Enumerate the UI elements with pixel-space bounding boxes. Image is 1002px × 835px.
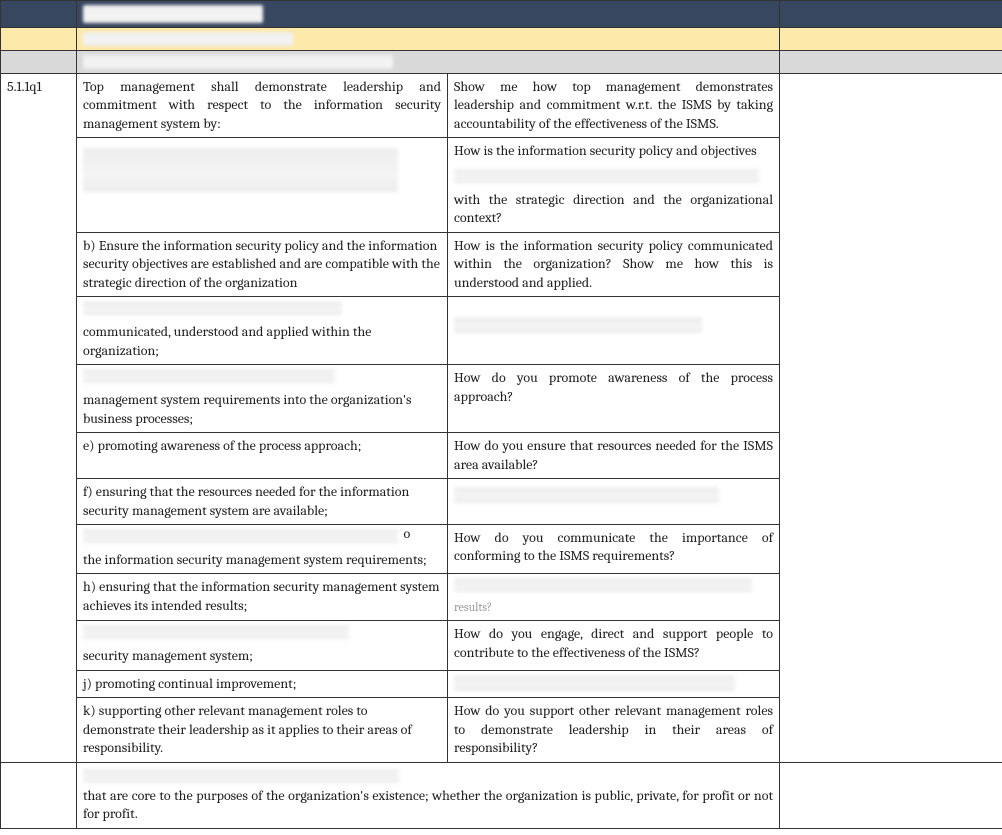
requirement-b: b) Ensure the information security polic…	[77, 233, 447, 296]
note-row: that are core to the purposes of the org…	[1, 762, 1002, 828]
requirement-c-tail: communicated, understood and applied wit…	[77, 319, 447, 364]
question-2-top: How is the information security policy a…	[448, 138, 779, 164]
redacted-line	[454, 487, 719, 503]
header-band-grey	[1, 51, 1002, 74]
row-1: 5.1.1q1 Top management shall demonstrate…	[1, 74, 1002, 138]
note-text: that are core to the purposes of the org…	[77, 783, 779, 828]
question-h-fragment: results?	[448, 596, 779, 620]
audit-table: 5.1.1q1 Top management shall demonstrate…	[0, 0, 1002, 829]
redacted-line	[83, 769, 399, 783]
requirement-f: f) ensuring that the resources needed fo…	[77, 479, 447, 524]
question-k: How do you support other relevant manage…	[448, 698, 779, 761]
redacted-line	[454, 317, 702, 333]
redacted-line	[454, 675, 735, 691]
question-i: How do you engage, direct and support pe…	[448, 621, 779, 666]
requirement-e: e) promoting awareness of the process ap…	[77, 433, 447, 459]
question-intro: Show me how top management demonstrates …	[448, 74, 779, 137]
requirement-i-tail: security management system;	[77, 643, 447, 669]
question-g: How do you communicate the importance of…	[448, 525, 779, 570]
requirement-j: j) promoting continual improvement;	[77, 671, 447, 697]
requirement-k: k) supporting other relevant management …	[77, 698, 447, 761]
page-root: 5.1.1q1 Top management shall demonstrate…	[0, 0, 1002, 835]
requirement-intro: Top management shall demonstrate leaders…	[77, 74, 447, 137]
question-b: How is the information security policy c…	[448, 233, 779, 296]
redacted-line	[83, 529, 398, 543]
redacted-block	[83, 148, 398, 192]
header-band-yellow	[1, 28, 1002, 51]
redacted-line	[83, 301, 342, 315]
redacted-line	[83, 369, 335, 383]
question-2-bot: with the strategic direction and the org…	[448, 187, 779, 232]
question-d: How do you promote awareness of the proc…	[448, 365, 779, 410]
requirement-g-fragment-o: o	[404, 525, 413, 543]
requirement-d-tail: management system requirements into the …	[77, 387, 447, 432]
clause-id: 5.1.1q1	[1, 74, 76, 100]
header-band-navy	[1, 1, 1002, 28]
requirement-g-tail: the information security management syst…	[77, 547, 447, 573]
question-e: How do you ensure that resources needed …	[448, 433, 779, 478]
requirement-h: h) ensuring that the information securit…	[77, 574, 447, 619]
redacted-line	[454, 578, 752, 592]
redacted-line	[454, 169, 759, 183]
redacted-line	[83, 625, 349, 639]
